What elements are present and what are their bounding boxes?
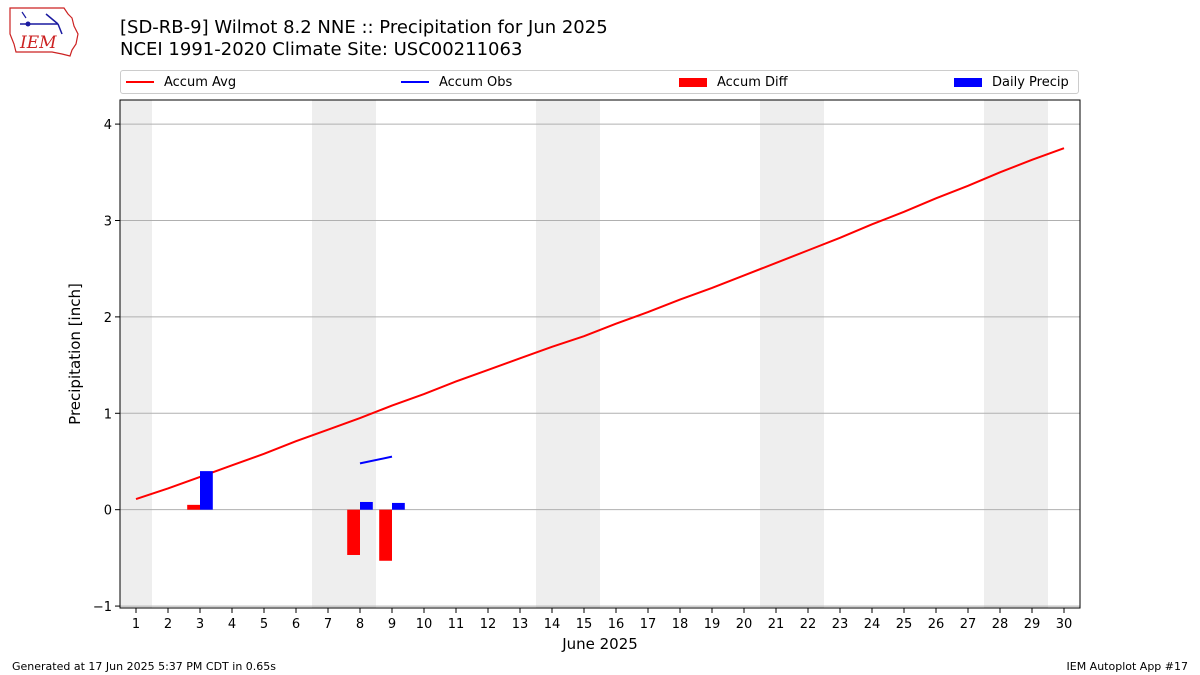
- bar-accum-diff-day-3: [187, 504, 200, 510]
- x-tick-label-11: 11: [448, 617, 465, 632]
- x-tick-label-6: 6: [292, 617, 300, 632]
- weekend-shade-15: [568, 100, 600, 608]
- x-tick-label-1: 1: [132, 617, 140, 632]
- legend-item-daily-precip: Daily Precip: [954, 71, 1069, 93]
- legend-swatch-accum-diff: [679, 77, 707, 87]
- y-tick-label--1: −1: [93, 600, 112, 615]
- bar-daily-precip-day-3: [200, 471, 213, 510]
- x-tick-label-15: 15: [576, 617, 593, 632]
- legend-item-accum-avg: Accum Avg: [126, 71, 236, 93]
- bar-accum-diff-day-9: [379, 509, 392, 561]
- x-tick-label-28: 28: [992, 617, 1009, 632]
- x-tick-label-3: 3: [196, 617, 204, 632]
- x-tick-label-17: 17: [640, 617, 657, 632]
- y-tick-label-3: 3: [104, 214, 112, 229]
- x-tick-label-29: 29: [1024, 617, 1041, 632]
- x-tick-label-21: 21: [768, 617, 785, 632]
- x-tick-label-5: 5: [260, 617, 268, 632]
- weekend-shade-14: [536, 100, 568, 608]
- x-tick-label-10: 10: [416, 617, 433, 632]
- plot-frame: [119, 99, 1081, 609]
- x-tick-label-14: 14: [544, 617, 561, 632]
- y-tick-label-0: 0: [104, 504, 112, 519]
- y-axis-label: Precipitation [inch]: [66, 283, 84, 425]
- legend-label-accum-obs: Accum Obs: [439, 74, 513, 90]
- legend-swatch-accum-obs: [401, 81, 429, 83]
- line-accum-avg: [135, 147, 1065, 501]
- x-tick-label-12: 12: [480, 617, 497, 632]
- legend-swatch-accum-avg: [126, 81, 154, 83]
- weekend-shade-21: [760, 100, 792, 608]
- x-tick-label-22: 22: [800, 617, 817, 632]
- weekend-shade-28: [984, 100, 1016, 608]
- y-tick-label-2: 2: [104, 311, 112, 326]
- x-tick-label-27: 27: [960, 617, 977, 632]
- weekend-shade-1: [120, 100, 152, 608]
- x-tick-label-7: 7: [324, 617, 332, 632]
- bar-accum-diff-day-8: [347, 509, 360, 555]
- legend: Accum Avg Accum Obs Accum Diff Daily Pre…: [120, 70, 1079, 94]
- x-axis-label: June 2025: [561, 635, 638, 653]
- x-tick-label-24: 24: [864, 617, 881, 632]
- x-tick-label-19: 19: [704, 617, 721, 632]
- y-tick-label-4: 4: [104, 118, 112, 133]
- x-tick-label-20: 20: [736, 617, 753, 632]
- chart-subtitle: NCEI 1991-2020 Climate Site: USC00211063: [120, 39, 523, 60]
- legend-label-accum-diff: Accum Diff: [717, 74, 788, 90]
- weekend-shade-29: [1016, 100, 1048, 608]
- footer-app-id: IEM Autoplot App #17: [1066, 660, 1189, 673]
- x-tick-label-25: 25: [896, 617, 913, 632]
- line-accum-obs: [359, 455, 393, 465]
- x-tick-label-2: 2: [164, 617, 172, 632]
- iem-logo: IEM: [9, 7, 79, 57]
- x-tick-label-18: 18: [672, 617, 689, 632]
- x-tick-label-4: 4: [228, 617, 236, 632]
- footer-generated: Generated at 17 Jun 2025 5:37 PM CDT in …: [12, 660, 277, 673]
- x-tick-label-9: 9: [388, 617, 396, 632]
- y-tick-label-1: 1: [104, 407, 112, 422]
- legend-label-accum-avg: Accum Avg: [164, 74, 237, 90]
- weekend-shade-7: [312, 100, 344, 608]
- weekend-shade-22: [792, 100, 824, 608]
- x-tick-label-13: 13: [512, 617, 529, 632]
- x-tick-label-8: 8: [356, 617, 364, 632]
- bar-daily-precip-day-8: [360, 501, 373, 510]
- legend-swatch-daily-precip: [954, 77, 982, 87]
- legend-item-accum-obs: Accum Obs: [401, 71, 512, 93]
- x-tick-label-30: 30: [1056, 617, 1073, 632]
- chart-title: [SD-RB-9] Wilmot 8.2 NNE :: Precipitatio…: [120, 17, 608, 38]
- legend-item-accum-diff: Accum Diff: [679, 71, 788, 93]
- x-tick-label-26: 26: [928, 617, 945, 632]
- x-tick-label-23: 23: [832, 617, 849, 632]
- x-tick-label-16: 16: [608, 617, 625, 632]
- bar-daily-precip-day-9: [392, 502, 405, 510]
- legend-label-daily-precip: Daily Precip: [992, 74, 1069, 90]
- logo-text: IEM: [19, 33, 57, 53]
